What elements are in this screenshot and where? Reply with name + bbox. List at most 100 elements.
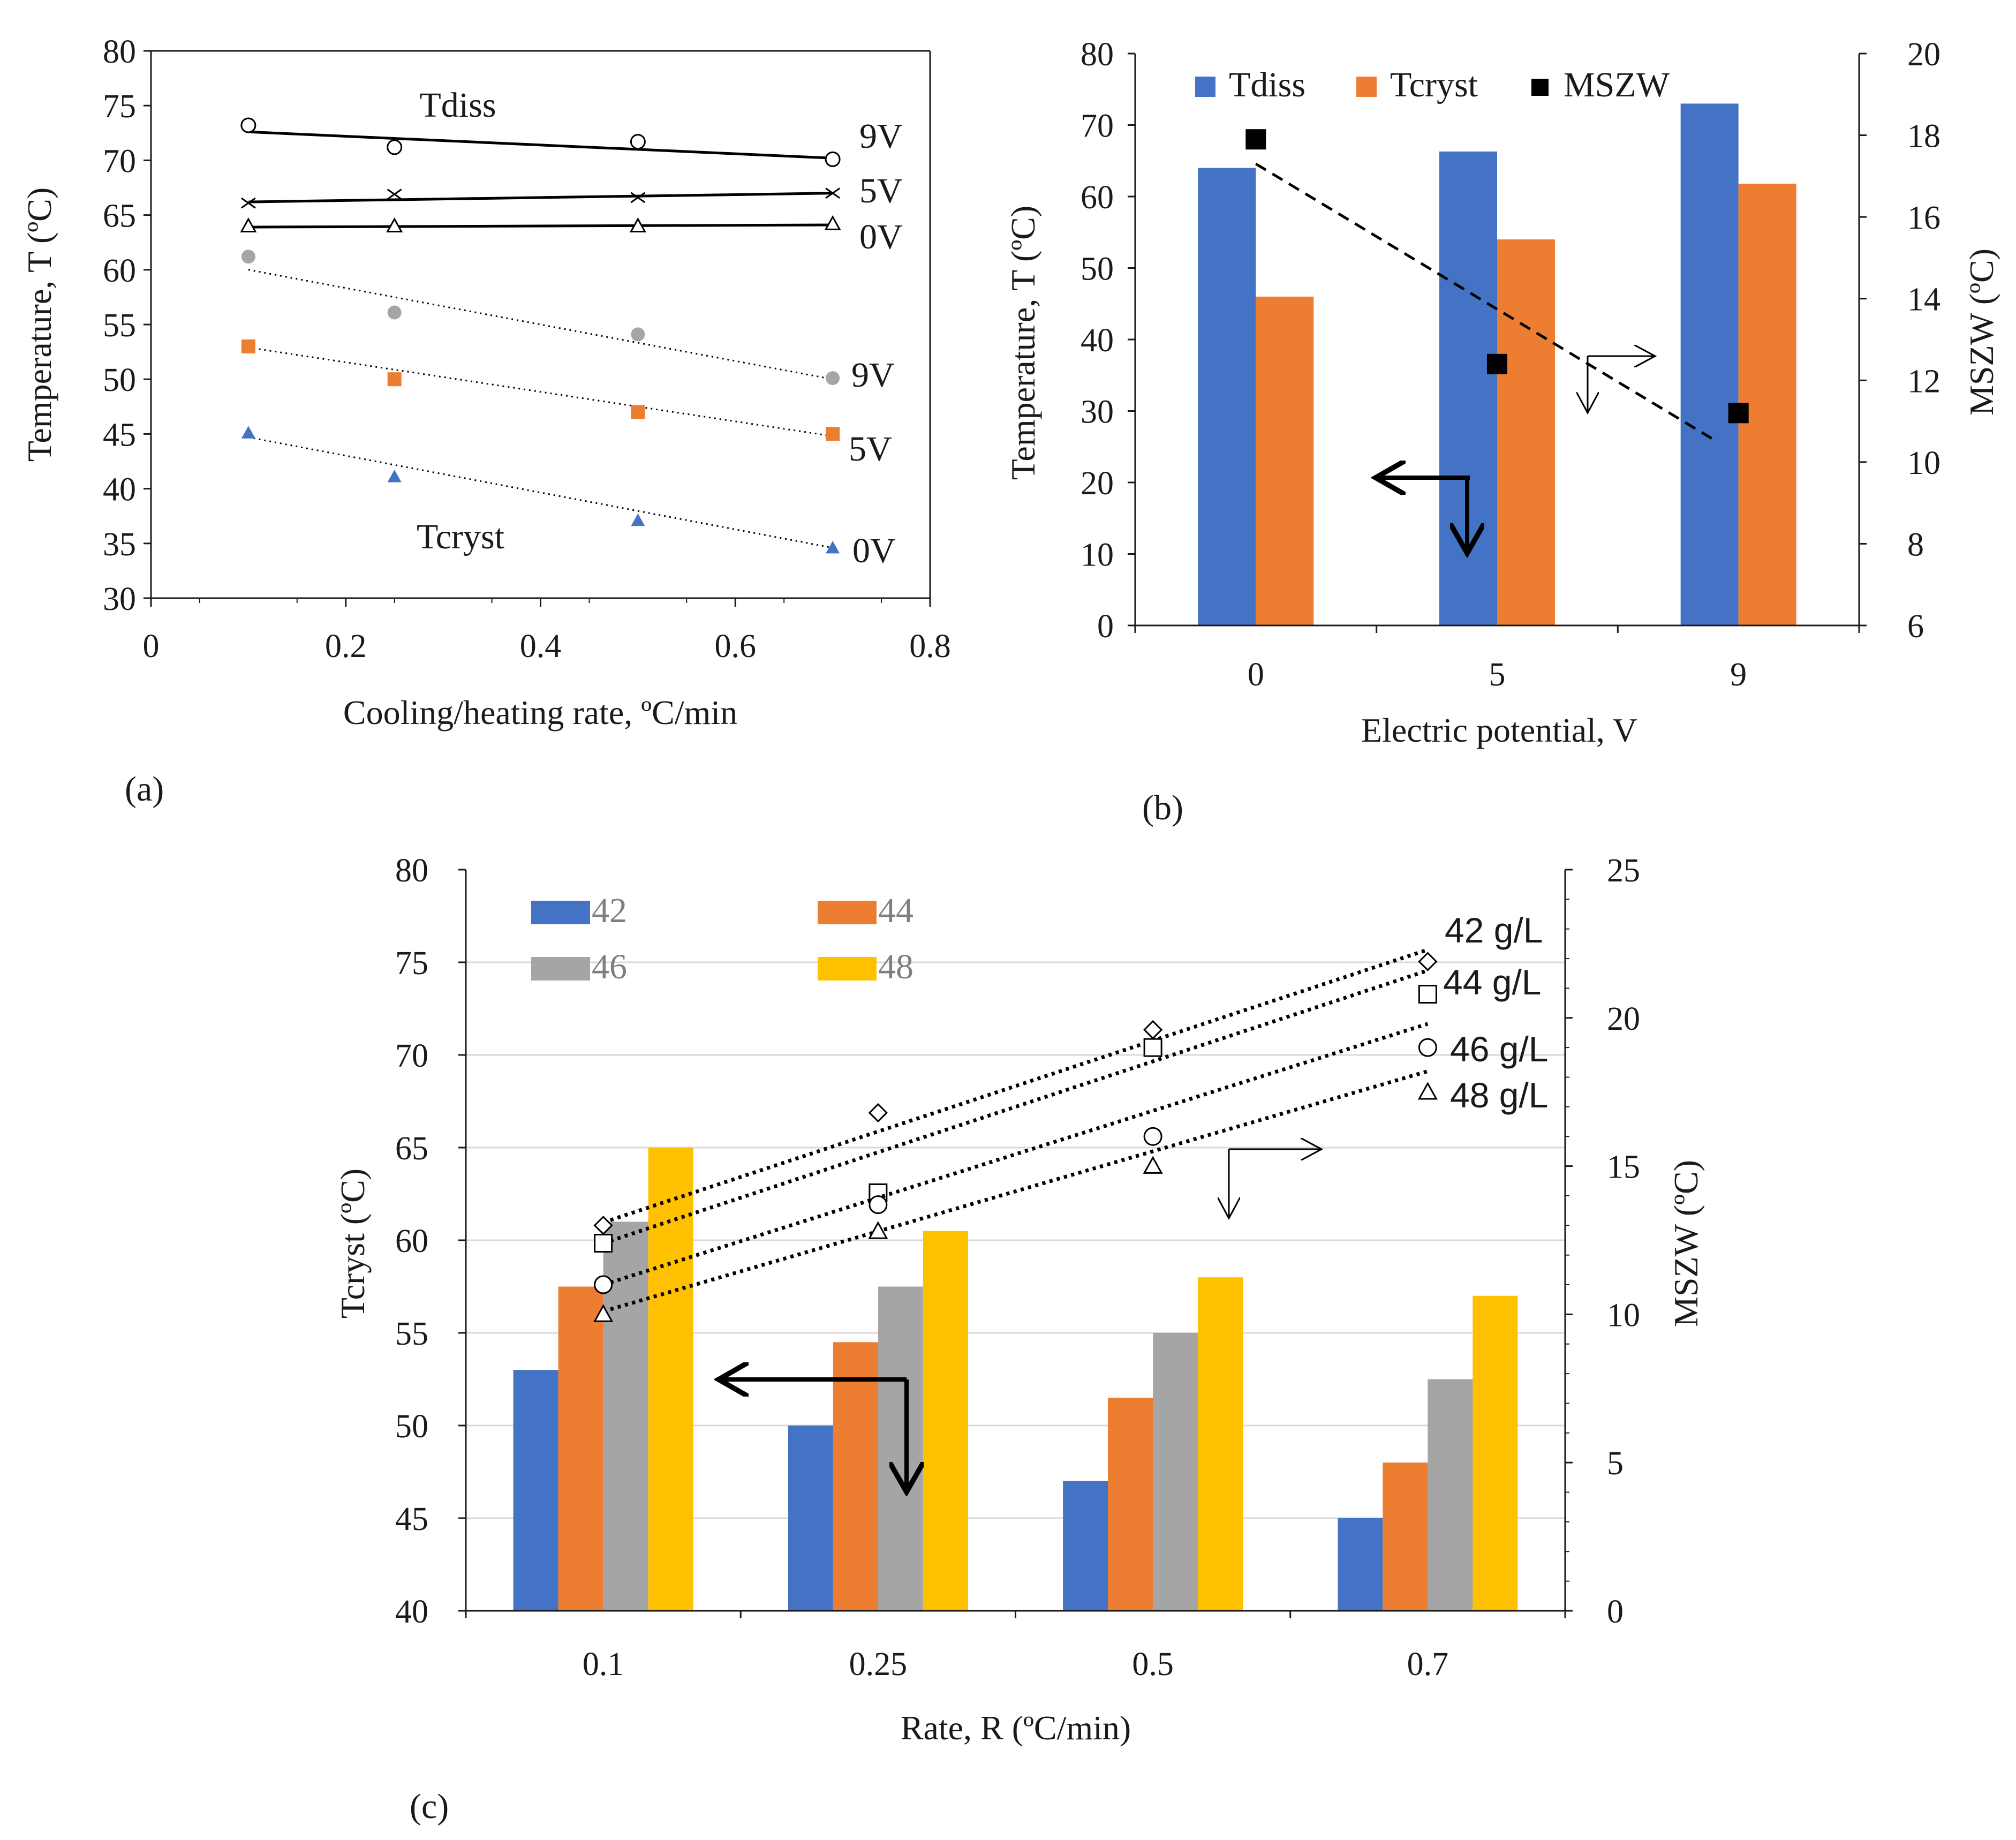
panel-b-y-tick-label: 20 xyxy=(1081,465,1114,502)
panel-a-data-point xyxy=(631,327,645,342)
panel-c-bar-48 xyxy=(1473,1295,1518,1611)
panel-a-annotation-tdiss: Tdiss xyxy=(419,86,496,125)
panel-a-chart: 30 35 40 45 50 55 60 65 70 75 80 0 0.2 0.4 0.6 0.8 Cool… xyxy=(20,34,951,809)
panel-c-mszw-point xyxy=(1418,952,1438,971)
panel-c-mszw-trendline xyxy=(602,968,1429,1245)
panel-a-y-tick-label: 35 xyxy=(103,526,136,563)
panel-c-y-tick-label: 65 xyxy=(395,1130,428,1167)
panel-a-data-point xyxy=(241,339,255,353)
panel-a-data-point xyxy=(824,215,841,230)
panel-a-data-point xyxy=(631,405,645,419)
panel-c-mszw-trendline xyxy=(602,1069,1429,1314)
panel-b-bar-tdiss xyxy=(1680,103,1739,625)
panel-c-bar-42 xyxy=(788,1426,833,1611)
panel-a-y-tick-label: 40 xyxy=(103,472,136,508)
panel-b-y-tick-label: 80 xyxy=(1081,36,1114,73)
panel-c-mszw-point xyxy=(594,1234,613,1253)
panel-b-y-tick-label: 50 xyxy=(1081,251,1114,288)
panel-b-x-tick-label: 0 xyxy=(1248,657,1264,693)
panel-b-y2-tick-label: 8 xyxy=(1907,526,1924,563)
panel-b-y-tick-label: 70 xyxy=(1081,108,1114,145)
panel-b-y-axis-label: Temperature, T (ºC) xyxy=(1004,206,1042,480)
panel-a-label-tdiss-5v: 5V xyxy=(859,171,903,210)
panel-b-legend-swatch-tcryst xyxy=(1356,77,1377,97)
panel-c-mszw-point xyxy=(1143,1038,1162,1057)
panel-a-data-point xyxy=(241,426,255,439)
panel-b-mszw-point xyxy=(1245,129,1266,150)
panel-a-data-point xyxy=(630,192,646,203)
panel-b-mszw-point xyxy=(1487,353,1507,374)
panel-c-chart: 40 45 50 55 60 65 70 75 80 0 5 10 15 20 25 0.1 0.25 0.5 0.… xyxy=(334,853,1705,1826)
panel-c-y-tick-label: 75 xyxy=(395,945,428,982)
panel-b-chart: 0 10 20 30 40 50 60 70 80 6 8 10 12 14 16 18 20 0 5 9 Tdiss… xyxy=(1004,36,2000,827)
panel-b-y-tick-label: 60 xyxy=(1081,179,1114,216)
panel-b-legend-swatch-tdiss xyxy=(1195,77,1215,97)
panel-c-legend-label-48: 48 xyxy=(878,947,913,986)
panel-a-data-point xyxy=(631,513,645,526)
panel-b-bar-tdiss xyxy=(1198,168,1256,626)
panel-b-legend-swatch-mszw xyxy=(1531,79,1549,96)
panel-c-y-tick-label: 45 xyxy=(395,1501,428,1537)
panel-b-y-tick-label: 0 xyxy=(1097,608,1114,645)
panel-b-x-tick-label: 5 xyxy=(1489,657,1506,693)
panel-a-x-tick-label: 0.8 xyxy=(909,628,951,665)
panel-c-y2-tick-label: 20 xyxy=(1607,1001,1640,1037)
panel-c-y-tick-label: 70 xyxy=(395,1038,428,1074)
panel-c-tag: (c) xyxy=(410,1787,449,1826)
panel-a-data-point xyxy=(241,250,255,264)
panel-c-label-46gl: 46 g/L xyxy=(1450,1029,1549,1069)
panel-a-y-tick-label: 65 xyxy=(103,198,136,235)
panel-b-y2-tick-label: 18 xyxy=(1907,118,1941,155)
panel-c-legend-swatch-46 xyxy=(531,957,590,981)
panel-a-y-tick-label: 45 xyxy=(103,417,136,453)
panel-a-x-axis-label: Cooling/heating rate, ºC/min xyxy=(343,693,737,732)
panel-c-bar-44 xyxy=(558,1286,603,1611)
panel-c-x-tick-label: 0.25 xyxy=(849,1646,908,1683)
panel-c-bar-44 xyxy=(1108,1398,1153,1611)
panel-a-x-tick-label: 0.6 xyxy=(715,628,757,665)
panel-a-y-tick-label: 80 xyxy=(103,34,136,70)
panel-b-legend-label-tdiss: Tdiss xyxy=(1229,65,1305,104)
panel-a-x-tick-label: 0.2 xyxy=(325,628,367,665)
panel-c-mszw-point xyxy=(1143,1020,1163,1040)
panel-c-mszw-point xyxy=(1418,985,1437,1004)
panel-c-bar-42 xyxy=(513,1370,558,1611)
panel-c-bar-44 xyxy=(1383,1462,1428,1611)
panel-a-y-tick-label: 30 xyxy=(103,581,136,617)
panel-a-label-tcryst-9v: 9V xyxy=(851,356,895,395)
panel-c-y-tick-label: 50 xyxy=(395,1408,428,1445)
panel-a-data-point xyxy=(825,151,841,167)
panel-c-legend-swatch-44 xyxy=(818,901,877,924)
panel-c-x-tick-label: 0.5 xyxy=(1132,1646,1174,1683)
panel-a-data-point xyxy=(387,470,402,482)
panel-c-legend-swatch-42 xyxy=(531,901,590,924)
panel-a-tag: (a) xyxy=(125,770,164,809)
panel-c-x-tick-label: 0.7 xyxy=(1407,1646,1449,1683)
panel-a-trendline xyxy=(248,192,833,203)
panel-b-legend-label-tcryst: Tcryst xyxy=(1390,65,1478,104)
panel-c-mszw-point xyxy=(593,1304,614,1322)
panel-c-legend-swatch-48 xyxy=(818,957,877,981)
panel-c-y2-axis-label: MSZW (ºC) xyxy=(1667,1160,1705,1327)
panel-c-bar-48 xyxy=(923,1231,968,1611)
panel-b-y2-tick-label: 14 xyxy=(1907,282,1941,318)
panel-a-data-point xyxy=(630,134,646,150)
panel-c-y2-tick-label: 15 xyxy=(1607,1149,1640,1186)
panel-c-bar-46 xyxy=(1428,1379,1473,1611)
panel-c-mszw-point xyxy=(1418,1038,1437,1057)
panel-a-data-point xyxy=(826,540,840,554)
panel-a-trendline xyxy=(248,269,833,380)
panel-a-data-point xyxy=(241,197,256,209)
panel-a-y-tick-label: 60 xyxy=(103,253,136,289)
panel-a-data-point xyxy=(387,372,402,387)
panel-b-y2-tick-label: 16 xyxy=(1907,200,1941,236)
panel-b-y2-tick-label: 6 xyxy=(1907,608,1924,645)
panel-c-bar-42 xyxy=(1338,1518,1383,1611)
panel-a-data-point xyxy=(825,187,840,199)
panel-b-bar-tcryst xyxy=(1497,239,1555,626)
panel-a-y-tick-label: 55 xyxy=(103,307,136,344)
panel-a-label-tdiss-9v: 9V xyxy=(859,117,903,156)
panel-b-legend-label-mszw: MSZW xyxy=(1564,65,1670,104)
panel-c-label-48gl: 48 g/L xyxy=(1450,1075,1549,1115)
